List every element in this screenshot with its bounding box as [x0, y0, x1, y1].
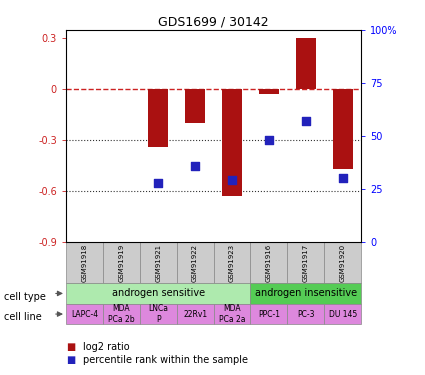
Bar — [177, 242, 213, 283]
Bar — [177, 304, 213, 324]
Bar — [222, 89, 242, 196]
Text: androgen insensitive: androgen insensitive — [255, 288, 357, 298]
Text: cell line: cell line — [4, 312, 42, 322]
Text: DU 145: DU 145 — [329, 310, 357, 319]
Text: GSM91920: GSM91920 — [340, 243, 346, 282]
Bar — [66, 304, 103, 324]
Text: GSM91921: GSM91921 — [155, 243, 161, 282]
Text: GSM91916: GSM91916 — [266, 243, 272, 282]
Text: cell type: cell type — [4, 292, 46, 302]
Text: GSM91919: GSM91919 — [118, 243, 124, 282]
Bar — [250, 283, 361, 304]
Text: 22Rv1: 22Rv1 — [183, 310, 207, 319]
Point — [229, 177, 235, 183]
Bar — [250, 242, 287, 283]
Title: GDS1699 / 30142: GDS1699 / 30142 — [158, 16, 269, 29]
Bar — [140, 242, 177, 283]
Text: LNCa
P: LNCa P — [148, 304, 168, 324]
Text: ■: ■ — [66, 342, 75, 352]
Bar — [333, 89, 353, 169]
Text: GSM91918: GSM91918 — [81, 243, 87, 282]
Bar — [213, 304, 250, 324]
Text: ■: ■ — [66, 355, 75, 365]
Text: MDA
PCa 2b: MDA PCa 2b — [108, 304, 135, 324]
Text: MDA
PCa 2a: MDA PCa 2a — [219, 304, 245, 324]
Bar — [324, 242, 361, 283]
Point — [340, 176, 346, 181]
Point — [192, 163, 198, 169]
Bar — [287, 304, 324, 324]
Text: percentile rank within the sample: percentile rank within the sample — [83, 355, 248, 365]
Bar — [213, 242, 250, 283]
Point — [303, 118, 309, 124]
Bar — [185, 89, 205, 123]
Text: PC-3: PC-3 — [297, 310, 314, 319]
Bar — [287, 242, 324, 283]
Text: GSM91923: GSM91923 — [229, 243, 235, 282]
Bar — [103, 242, 140, 283]
Bar — [66, 283, 250, 304]
Bar — [140, 304, 177, 324]
Bar — [103, 304, 140, 324]
Bar — [324, 304, 361, 324]
Bar — [296, 39, 316, 89]
Bar — [148, 89, 168, 147]
Point — [155, 180, 162, 186]
Bar — [259, 89, 279, 94]
Text: androgen sensitive: androgen sensitive — [112, 288, 205, 298]
Point — [266, 137, 272, 143]
Bar — [66, 242, 103, 283]
Text: log2 ratio: log2 ratio — [83, 342, 130, 352]
Text: GSM91922: GSM91922 — [192, 243, 198, 282]
Text: LAPC-4: LAPC-4 — [71, 310, 98, 319]
Text: GSM91917: GSM91917 — [303, 243, 309, 282]
Bar — [250, 304, 287, 324]
Text: PPC-1: PPC-1 — [258, 310, 280, 319]
